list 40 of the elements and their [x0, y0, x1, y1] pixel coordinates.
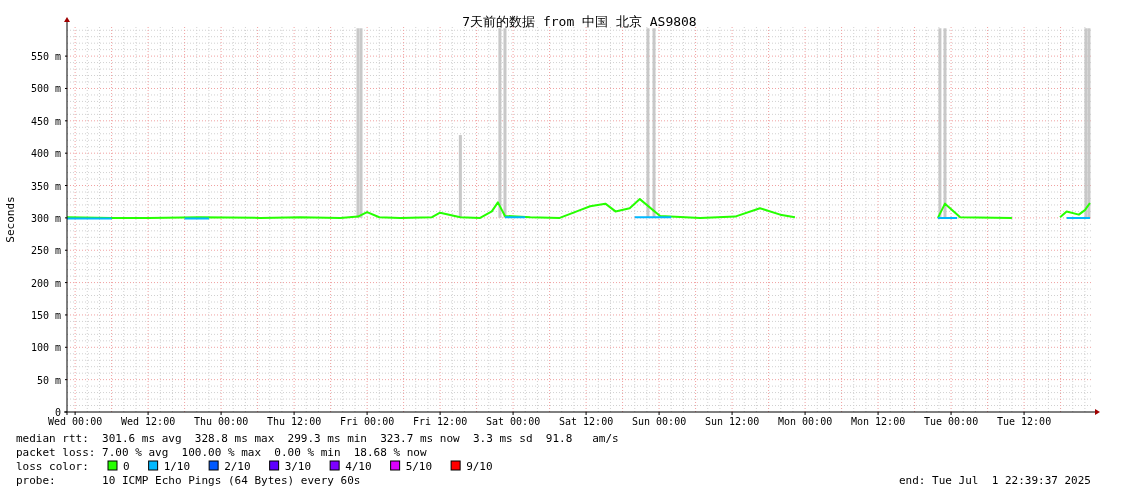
x-tick-label: Wed 12:00: [121, 416, 176, 427]
legend-label: 4/10: [345, 460, 372, 473]
text: end: Tue Jul 1 22:39:37 2025: [898, 474, 1091, 487]
x-tick-label: Mon 12:00: [850, 416, 906, 427]
x-tick-label: Fri 12:00: [413, 416, 468, 427]
x-tick-label: Thu 00:00: [194, 416, 249, 427]
y-tick-label: 450 m: [30, 115, 61, 127]
y-tick-label: 50 m: [36, 374, 61, 386]
y-tick-label: 550 m: [30, 51, 61, 63]
y-axis-title: Seconds: [4, 196, 17, 243]
x-tick-label: Sat 00:00: [486, 416, 541, 427]
chart-title: 7天前的数据 from 中国 北京 AS9808: [462, 14, 697, 29]
legend-label: 5/10: [405, 460, 433, 473]
text: packet loss: 7.00 % avg 100.00 % max 0.00 % min 18.68 % now: [16, 446, 427, 459]
y-tick-label: 0: [54, 407, 61, 418]
legend-label: 3/10: [284, 460, 312, 473]
legend-label: 1/10: [163, 460, 191, 473]
legend-label: 0: [123, 460, 130, 473]
y-tick-label: 250 m: [30, 245, 61, 257]
x-tick-label: Tue 00:00: [923, 416, 979, 427]
x-tick-label: Fri 00:00: [340, 416, 395, 427]
legend-label: 9/10: [466, 460, 493, 473]
y-tick-label: 200 m: [30, 277, 61, 289]
legend-label: 2/10: [224, 460, 251, 473]
x-tick-label: Sat 12:00: [559, 416, 614, 427]
x-tick-label: Sun 12:00: [704, 416, 760, 427]
y-tick-label: 500 m: [30, 83, 61, 95]
text: probe: 10 ICMP Echo Pings (64 Bytes) every 60s: [16, 474, 361, 487]
y-tick-label: 100 m: [30, 342, 61, 354]
legend-title: loss color:: [16, 460, 89, 473]
x-tick-label: Tue 12:00: [996, 416, 1052, 427]
y-tick-label: 150 m: [30, 309, 61, 321]
x-tick-label: Wed 00:00: [48, 416, 103, 427]
y-tick-label: 400 m: [30, 148, 61, 160]
y-tick-label: 350 m: [30, 180, 61, 192]
x-tick-label: Thu 12:00: [267, 416, 322, 427]
y-tick-label: 300 m: [30, 212, 61, 224]
text: median rtt: 301.6 ms avg 328.8 ms max 299.3 ms min 323.7 ms now 3.3 ms sd 91.8 am/s: [16, 432, 619, 445]
x-tick-label: Mon 00:00: [777, 416, 833, 427]
x-tick-label: Sun 00:00: [631, 416, 687, 427]
